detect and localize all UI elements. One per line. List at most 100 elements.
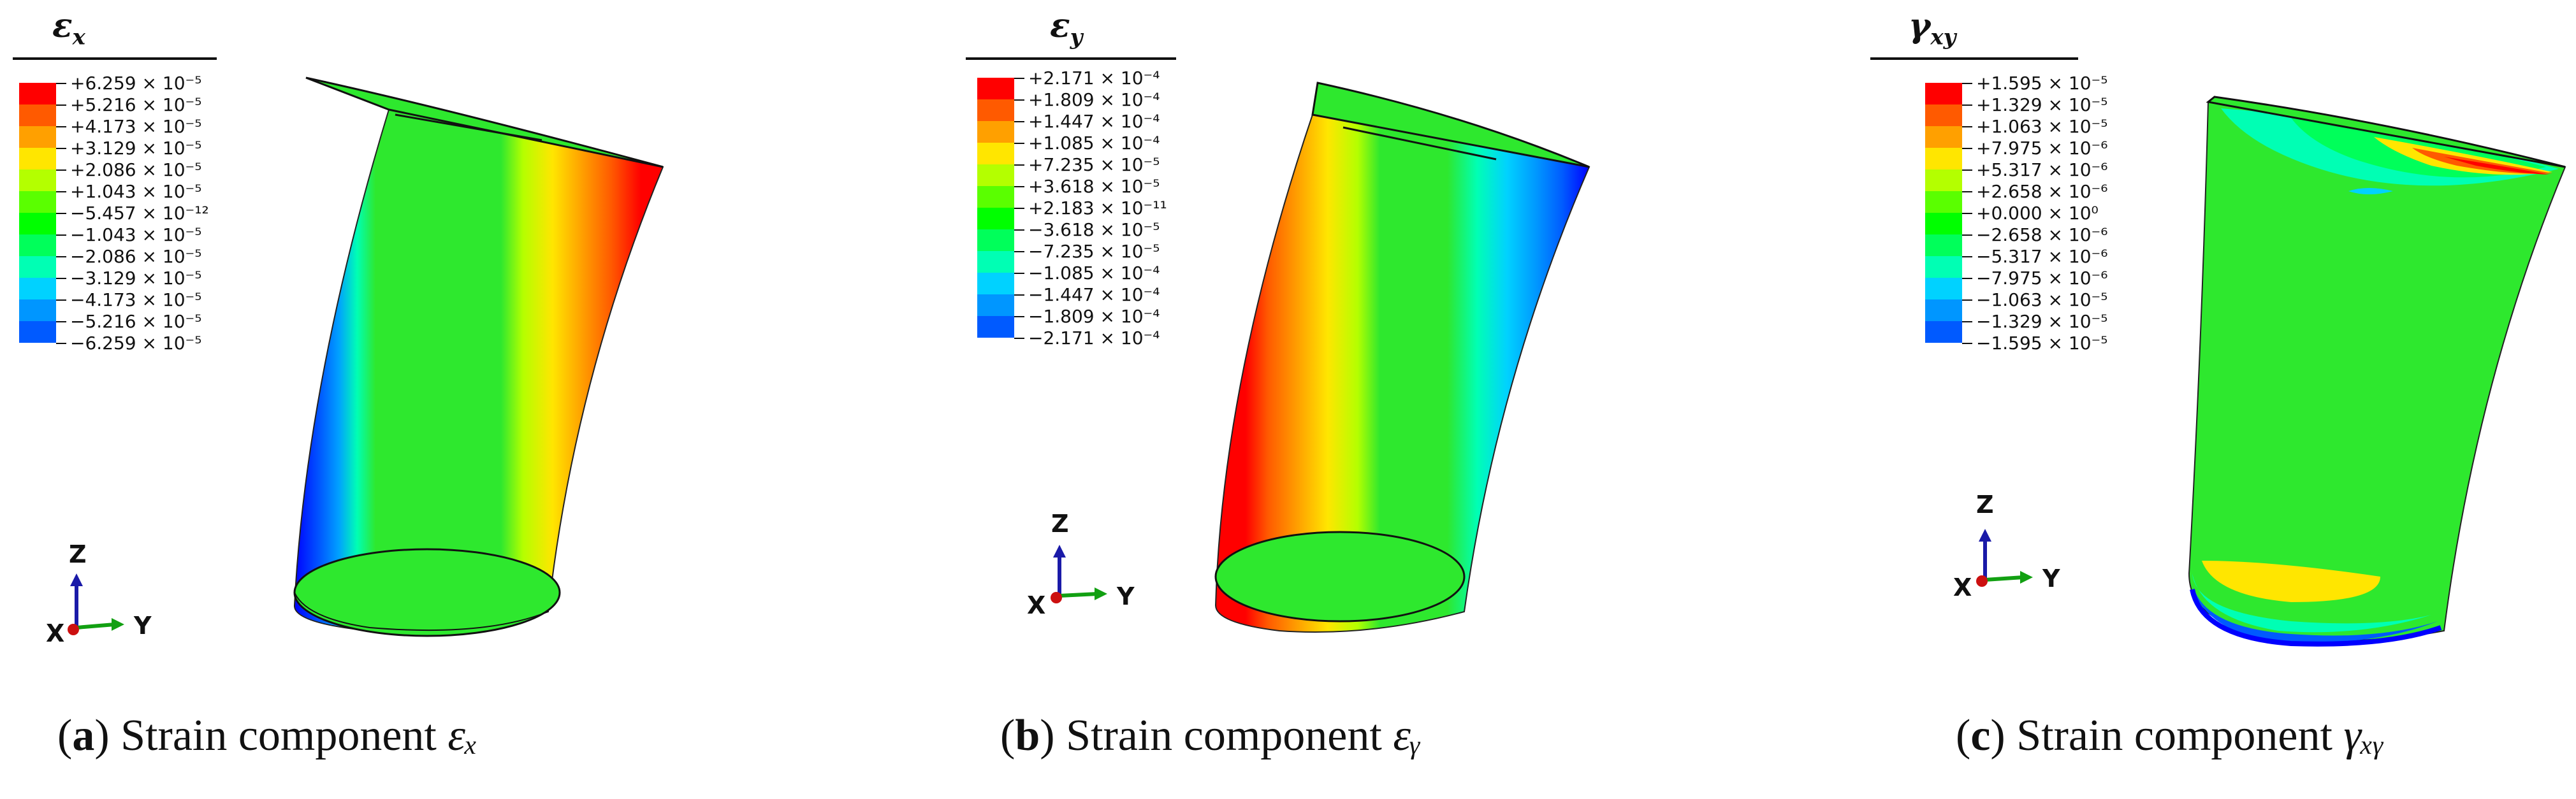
legend-tick: [1962, 321, 1972, 322]
legend-swatch: [1925, 321, 1962, 343]
legend-tick: [56, 191, 66, 192]
legend-label: +5.216 × 10⁻⁵: [70, 94, 202, 115]
legend-label: −1.043 × 10⁻⁵: [70, 224, 202, 245]
legend-swatch: [1925, 299, 1962, 321]
panel-c: γxy +1.595 × 10⁻⁵ +1.329 × 10⁻⁵ +1.063 × 1…: [1717, 0, 2576, 799]
legend-swatch: [19, 256, 56, 278]
legend-label: +5.317 × 10⁻⁶: [1976, 159, 2108, 180]
axis-triad: [1051, 545, 1107, 603]
legend-tick: [1014, 143, 1024, 144]
legend-swatch: [19, 321, 56, 343]
legend-title: γxy: [1909, 6, 1956, 50]
legend-label: −7.975 × 10⁻⁶: [1976, 268, 2108, 289]
legend-label: +1.329 × 10⁻⁵: [1976, 94, 2108, 115]
legend-label: −5.216 × 10⁻⁵: [70, 311, 202, 332]
legend-swatch: [19, 213, 56, 234]
legend-tick: [1962, 104, 1972, 106]
legend-label: −3.618 × 10⁻⁵: [1028, 219, 1160, 240]
legend-tick: [1962, 169, 1972, 171]
legend-label: −1.063 × 10⁻⁵: [1976, 289, 2108, 310]
axis-z-label: Z: [1976, 491, 1994, 519]
panel-b: εy +2.171 × 10⁻⁴ +1.809 × 10⁻⁴ +1.447 × 10…: [859, 0, 1717, 799]
shell-body: [1214, 113, 1590, 633]
legend-tick: [56, 148, 66, 149]
legend-label: +1.809 × 10⁻⁴: [1028, 89, 1160, 110]
legend-label: −2.086 × 10⁻⁵: [70, 246, 202, 267]
legend-label: −1.447 × 10⁻⁴: [1028, 284, 1160, 305]
legend-tick: [1962, 299, 1972, 301]
legend-tick: [56, 234, 66, 236]
axis-y-label: Y: [2042, 565, 2060, 593]
legend-title: εy: [1050, 6, 1083, 50]
caption-c: (c) Strain component γₓᵧ: [1956, 711, 2385, 760]
legend-swatch: [1925, 104, 1962, 126]
axis-x-label: X: [46, 619, 65, 647]
legend-tick: [56, 278, 66, 279]
caption-b: (b) Strain component εᵧ: [1000, 711, 1422, 760]
legend-label: −1.085 × 10⁻⁴: [1028, 263, 1160, 284]
legend-swatch: [977, 273, 1014, 294]
legend-label: +7.975 × 10⁻⁶: [1976, 138, 2108, 159]
axis-triad: [68, 573, 124, 635]
legend-label: +3.129 × 10⁻⁵: [70, 138, 202, 159]
legend-rule: [966, 57, 1176, 60]
legend-swatch: [19, 83, 56, 104]
legend-tick: [56, 169, 66, 171]
legend-label: −1.595 × 10⁻⁵: [1976, 333, 2108, 354]
legend-swatch: [977, 294, 1014, 316]
legend-label: −6.259 × 10⁻⁵: [70, 333, 202, 354]
legend-swatch: [1925, 83, 1962, 104]
legend-tick: [56, 104, 66, 106]
legend-label: +1.085 × 10⁻⁴: [1028, 133, 1160, 154]
legend-label: −1.329 × 10⁻⁵: [1976, 311, 2108, 332]
legend-swatch: [977, 121, 1014, 143]
contour-plot-ey: [1051, 82, 1590, 633]
legend-tick: [1962, 256, 1972, 257]
legend-swatch: [19, 126, 56, 148]
legend-tick: [1962, 234, 1972, 236]
legend-swatch: [977, 251, 1014, 273]
legend-tick: [1014, 273, 1024, 274]
legend-title: εx: [52, 6, 85, 50]
top-edge: [305, 76, 664, 168]
legend-tick: [56, 213, 66, 214]
legend-swatch: [977, 186, 1014, 208]
axis-y-label: Y: [1117, 582, 1135, 610]
axis-z-label: Z: [1051, 510, 1069, 538]
legend-tick: [1962, 213, 1972, 214]
legend-label: +7.235 × 10⁻⁵: [1028, 154, 1160, 175]
legend-swatch: [977, 99, 1014, 121]
legend-swatch: [977, 208, 1014, 229]
legend-tick: [56, 343, 66, 344]
legend-tick: [1962, 191, 1972, 192]
legend-label: −2.658 × 10⁻⁶: [1976, 224, 2108, 245]
legend-swatch: [1925, 213, 1962, 234]
legend-label: +2.183 × 10⁻¹¹: [1028, 198, 1167, 219]
legend-tick: [1014, 208, 1024, 209]
legend-rule: [1870, 57, 2078, 60]
legend-tick: [56, 256, 66, 257]
legend-tick: [1014, 316, 1024, 317]
legend-rule: [13, 57, 217, 60]
legend-swatch: [1925, 126, 1962, 148]
legend-swatch: [19, 299, 56, 321]
legend-label: −5.317 × 10⁻⁶: [1976, 246, 2108, 267]
axis-triad: [1976, 529, 2033, 587]
legend-tick: [1962, 343, 1972, 344]
legend-tick: [1014, 251, 1024, 252]
legend-swatch: [1925, 148, 1962, 169]
legend-tick: [56, 321, 66, 322]
legend-label: −4.173 × 10⁻⁵: [70, 289, 202, 310]
legend-swatch: [19, 234, 56, 256]
legend-swatch: [977, 229, 1014, 251]
legend-swatch: [1925, 169, 1962, 191]
axis-z-label: Z: [69, 540, 87, 568]
legend-label: −7.235 × 10⁻⁵: [1028, 241, 1160, 262]
legend-swatch: [1925, 278, 1962, 299]
legend-label: +6.259 × 10⁻⁵: [70, 73, 202, 94]
legend-tick: [1014, 338, 1024, 339]
legend-label: −1.809 × 10⁻⁴: [1028, 306, 1160, 327]
legend-swatch: [1925, 234, 1962, 256]
panel-a: εx +6.259 × 10⁻⁵ +5.216 × 10⁻⁵ +4.173 × 10…: [0, 0, 859, 799]
legend-tick: [56, 83, 66, 84]
